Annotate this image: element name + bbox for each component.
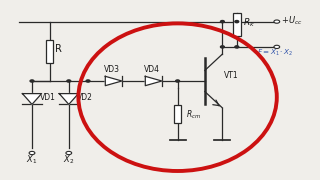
- Text: R: R: [55, 44, 62, 55]
- Circle shape: [30, 80, 34, 82]
- Circle shape: [235, 46, 239, 48]
- Polygon shape: [22, 94, 42, 104]
- Text: VT1: VT1: [224, 71, 239, 80]
- Circle shape: [274, 45, 280, 48]
- Circle shape: [67, 80, 71, 82]
- Text: $R_{cm}$: $R_{cm}$: [186, 108, 201, 121]
- Circle shape: [86, 80, 90, 82]
- Bar: [46, 40, 53, 63]
- Text: $X_2$: $X_2$: [63, 153, 75, 166]
- Text: VD2: VD2: [77, 93, 93, 102]
- Circle shape: [235, 21, 239, 23]
- Text: $X_1$: $X_1$: [26, 153, 38, 166]
- Circle shape: [220, 21, 224, 23]
- Text: VD1: VD1: [40, 93, 56, 102]
- Circle shape: [274, 20, 280, 23]
- Polygon shape: [105, 76, 122, 86]
- Polygon shape: [145, 76, 162, 86]
- Bar: [233, 13, 241, 36]
- Text: $+U_{cc}$: $+U_{cc}$: [281, 14, 302, 27]
- Polygon shape: [59, 94, 78, 104]
- Text: VD3: VD3: [104, 65, 120, 74]
- Text: $R_k$: $R_k$: [243, 16, 255, 29]
- Circle shape: [220, 46, 224, 48]
- Bar: [174, 105, 181, 123]
- Text: $F = X_1 \cdot X_2$: $F = X_1 \cdot X_2$: [257, 48, 293, 58]
- Circle shape: [176, 80, 180, 82]
- Text: VD4: VD4: [144, 65, 160, 74]
- Circle shape: [29, 151, 35, 155]
- Circle shape: [66, 151, 72, 155]
